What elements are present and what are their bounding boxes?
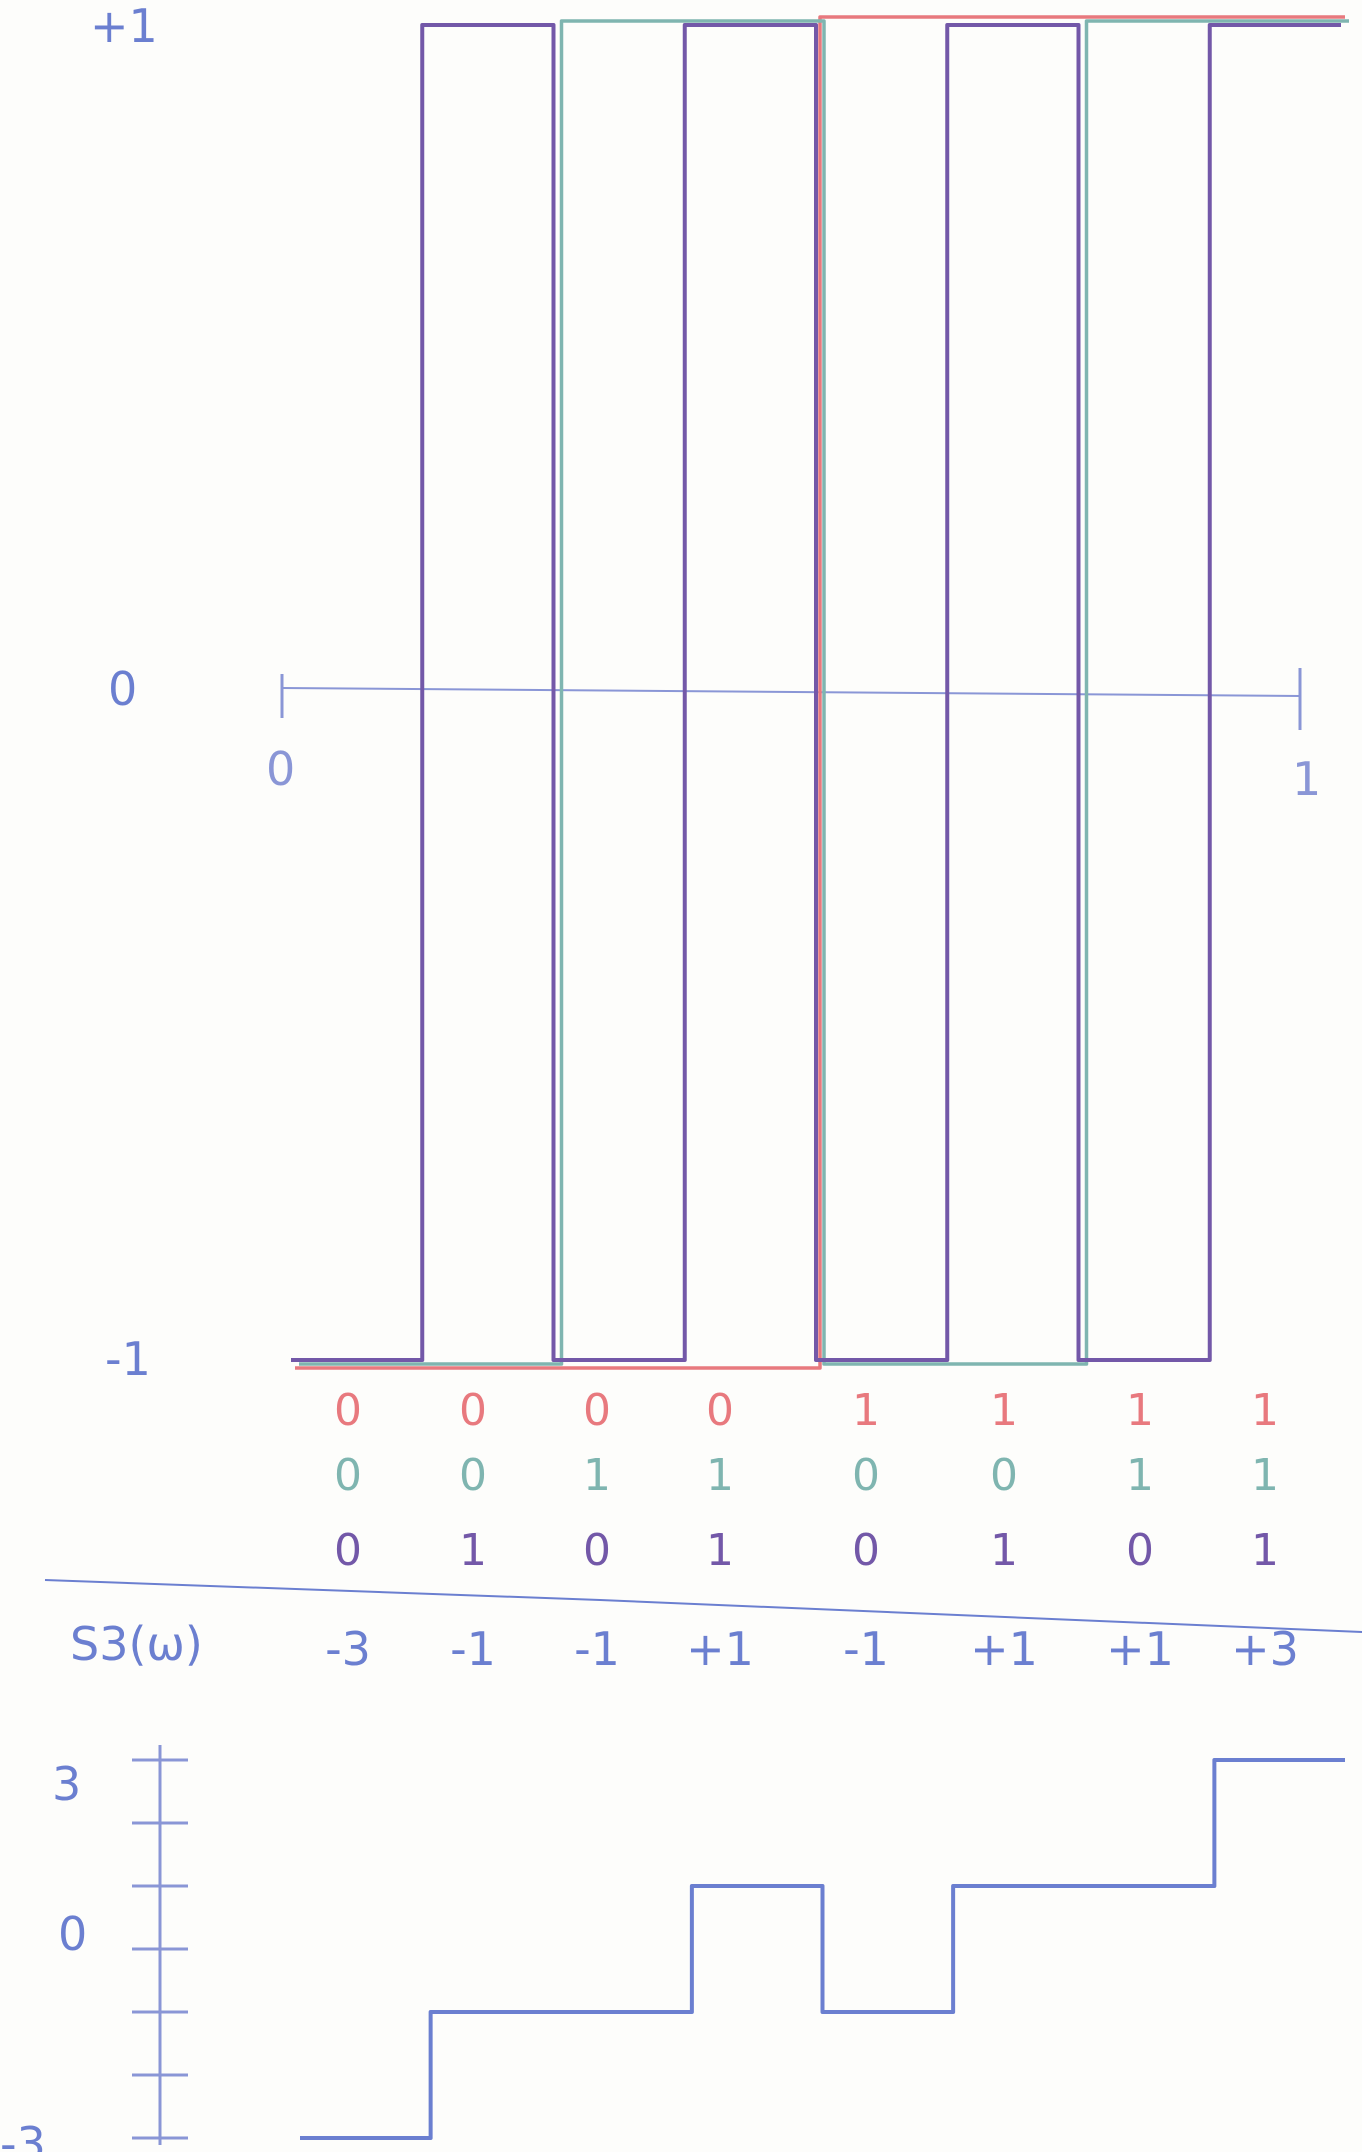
- sum-cell: +3: [1231, 1622, 1299, 1676]
- bit-row-2-cell: 0: [334, 1450, 362, 1501]
- y-label-top: +1: [90, 0, 158, 53]
- series-line-1: [295, 15, 1345, 1370]
- sum-cell: -1: [450, 1622, 496, 1676]
- bit-row-2-cell: 0: [990, 1450, 1018, 1501]
- bottom-y-label-bottom: -3: [0, 2117, 46, 2152]
- bit-row-3-cell: 1: [1251, 1525, 1279, 1576]
- y-label-bottom: -1: [105, 1332, 151, 1386]
- bottom-chart-series: [300, 1758, 1345, 2140]
- bit-row-1-cell: 1: [1251, 1385, 1279, 1436]
- bit-row-2-cell: 1: [1126, 1450, 1154, 1501]
- bottom-chart-axis: [132, 1745, 188, 2145]
- bit-row-1-cell: 0: [706, 1385, 734, 1436]
- x-label-start: 0: [266, 742, 295, 796]
- bit-row-3-cell: 1: [990, 1525, 1018, 1576]
- bit-row-2-cell: 0: [852, 1450, 880, 1501]
- bit-row-3-cell: 1: [706, 1525, 734, 1576]
- sum-cell: +1: [970, 1622, 1038, 1676]
- sum-row-label: S3(ω): [70, 1617, 203, 1671]
- bit-row-1-cell: 1: [1126, 1385, 1154, 1436]
- bit-row-3-cell: 0: [583, 1525, 611, 1576]
- sum-step-line: [300, 1758, 1345, 2140]
- bit-row-3-cell: 0: [334, 1525, 362, 1576]
- bit-row-1-cell: 1: [852, 1385, 880, 1436]
- sum-cell: +1: [686, 1622, 754, 1676]
- bottom-y-label-zero: 0: [58, 1907, 87, 1961]
- x-label-end: 1: [1292, 752, 1321, 806]
- bit-row-2-cell: 1: [1251, 1450, 1279, 1501]
- y-label-zero: 0: [108, 662, 137, 716]
- bit-row-2-cell: 1: [706, 1450, 734, 1501]
- sum-cell: -1: [843, 1622, 889, 1676]
- bit-table: 0 0 0 0 1 1 1 1 0 0 1 1 0 0 1 1 0 1 0 1 0 1 0 1 -3 -1 -1 +1 -1 +1 +1 +3: [325, 1385, 1299, 1676]
- series-line-3: [291, 23, 1341, 1362]
- sum-cell: -3: [325, 1622, 371, 1676]
- zero-axis: [281, 687, 1301, 697]
- bit-row-3-cell: 0: [852, 1525, 880, 1576]
- bit-row-2-cell: 1: [583, 1450, 611, 1501]
- bit-row-3-cell: 1: [459, 1525, 487, 1576]
- sum-cell: -1: [574, 1622, 620, 1676]
- bit-row-1-cell: 0: [459, 1385, 487, 1436]
- bit-row-1-cell: 0: [583, 1385, 611, 1436]
- bit-row-2-cell: 0: [459, 1450, 487, 1501]
- sum-cell: +1: [1106, 1622, 1174, 1676]
- series-line-2: [299, 19, 1349, 1366]
- bit-row-3-cell: 0: [1126, 1525, 1154, 1576]
- top-chart-series: [291, 15, 1349, 1370]
- table-separator-line: [44, 1579, 1362, 1633]
- bottom-y-label-top: 3: [52, 1757, 81, 1811]
- bit-row-1-cell: 1: [990, 1385, 1018, 1436]
- bit-row-1-cell: 0: [334, 1385, 362, 1436]
